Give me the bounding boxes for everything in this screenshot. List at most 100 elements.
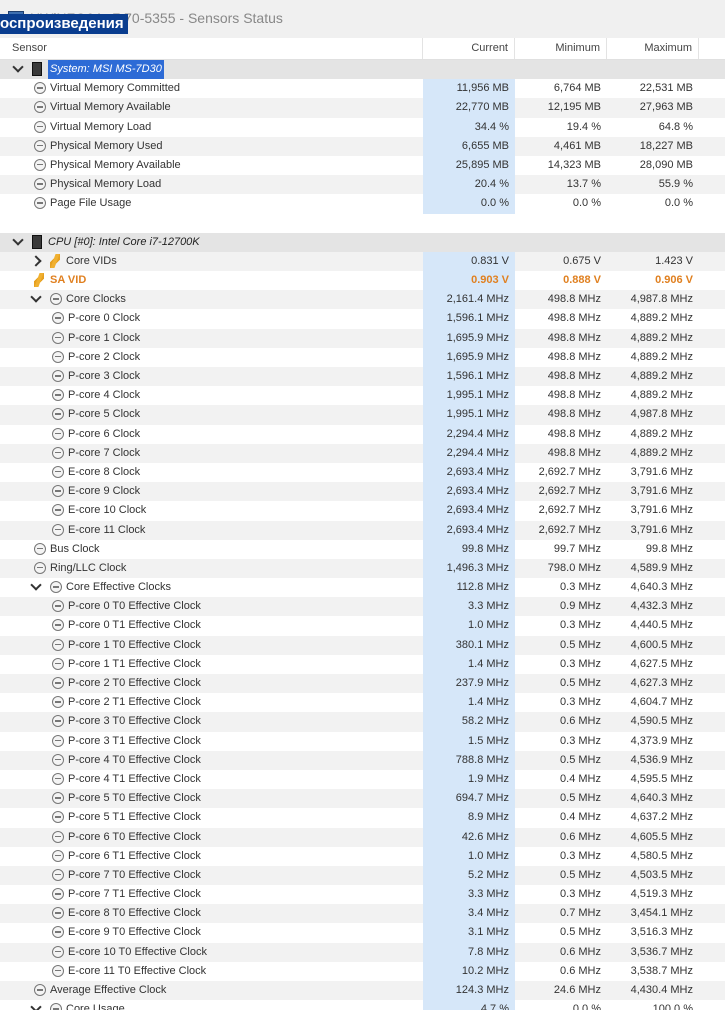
sensor-row[interactable]: E-core 10 Clock 2,693.4 MHz 2,692.7 MHz 3,7… (0, 501, 725, 521)
overlay-caption: оспроизведения (0, 14, 128, 34)
sensor-name-cell: Physical Memory Load (0, 175, 423, 194)
sensor-row[interactable]: Physical Memory Load 20.4 % 13.7 % 55.9 % (0, 175, 725, 195)
sensor-name: P-core 4 T0 Effective Clock (68, 753, 201, 766)
sensor-row[interactable]: P-core 2 T1 Effective Clock 1.4 MHz 0.3 MH… (0, 693, 725, 713)
sensor-row[interactable]: P-core 6 T0 Effective Clock 42.6 MHz 0.6 M… (0, 827, 725, 847)
sensor-row[interactable]: E-core 8 Clock 2,693.4 MHz 2,692.7 MHz 3,79… (0, 462, 725, 483)
sensor-row[interactable]: P-core 2 T0 Effective Clock 237.9 MHz 0.5 … (0, 674, 725, 694)
sensor-name: Average Effective Clock (50, 984, 167, 996)
sensor-name: Virtual Memory Load (50, 120, 152, 133)
sensor-group-row[interactable]: CPU [#0]: Intel Core i7-12700K (0, 232, 725, 252)
sensor-row[interactable]: E-core 10 T0 Effective Clock 7.8 MHz 0.6 M… (0, 942, 725, 962)
maximum-value: 4,889.2 MHz (630, 370, 693, 382)
sensor-row[interactable]: P-core 1 T0 Effective Clock 380.1 MHz 0.5 … (0, 635, 725, 655)
sensor-name: P-core 1 T0 Effective Clock (68, 638, 201, 651)
maximum-value: 4,889.2 MHz (630, 312, 693, 325)
sensor-row[interactable]: P-core 7 Clock 2,294.4 MHz 498.8 MHz 4,889.… (0, 443, 725, 463)
sensor-row[interactable]: P-core 4 Clock 1,995.1 MHz 498.8 MHz 4,889.… (0, 386, 725, 406)
maximum-value: 4,640.3 MHz (630, 581, 693, 594)
minimum-value: 0.7 MHz (560, 907, 601, 920)
sensor-row[interactable]: E-core 11 T0 Effective Clock 10.2 MHz 0.6 … (0, 961, 725, 981)
gauge-icon (52, 446, 64, 459)
sensor-row[interactable]: P-core 7 T1 Effective Clock 3.3 MHz 0.3 MH… (0, 885, 725, 905)
sensor-row[interactable]: Physical Memory Used 6,655 MB 4,461 MB 18,2… (0, 136, 725, 156)
chevron-down-icon[interactable] (12, 61, 24, 73)
sensor-name: P-core 2 Clock (68, 350, 141, 363)
gauge-icon (52, 849, 64, 862)
sensor-row[interactable]: P-core 5 T1 Effective Clock 8.9 MHz 0.4 MH… (0, 808, 725, 828)
sensor-row[interactable]: P-core 6 T1 Effective Clock 1.0 MHz 0.3 MH… (0, 846, 725, 866)
sensor-row[interactable]: P-core 0 T1 Effective Clock 1.0 MHz 0.3 MH… (0, 616, 725, 636)
sensor-row[interactable]: SA VID 0.903 V 0.888 V 0.906 V (0, 271, 725, 291)
sensor-name-cell: Page File Usage (0, 194, 423, 213)
gauge-icon (52, 945, 64, 958)
sensor-row[interactable]: Core VIDs 0.831 V 0.675 V 1.423 V (0, 251, 725, 272)
sensor-name-cell: P-core 1 T1 Effective Clock (0, 655, 423, 674)
chevron-down-icon[interactable] (12, 234, 24, 246)
sensor-row[interactable]: P-core 5 T0 Effective Clock 694.7 MHz 0.5 … (0, 789, 725, 809)
sensor-row[interactable]: E-core 9 T0 Effective Clock 3.1 MHz 0.5 MH… (0, 923, 725, 943)
minimum-value: 498.8 MHz (547, 312, 601, 325)
sensor-row[interactable]: Ring/LLC Clock 1,496.3 MHz 798.0 MHz 4,589.… (0, 558, 725, 579)
chevron-down-icon[interactable] (30, 579, 42, 591)
column-header-minimum[interactable]: Minimum (515, 38, 607, 59)
sensor-row[interactable]: Core Clocks 2,161.4 MHz 498.8 MHz 4,987.8 M… (0, 290, 725, 310)
sensor-row[interactable]: P-core 4 T1 Effective Clock 1.9 MHz 0.4 MH… (0, 769, 725, 790)
sensor-row[interactable]: P-core 5 Clock 1,995.1 MHz 498.8 MHz 4,987.… (0, 405, 725, 425)
chevron-right-icon[interactable] (30, 255, 42, 267)
sensor-row[interactable]: E-core 11 Clock 2,693.4 MHz 2,692.7 MHz 3,7… (0, 520, 725, 540)
sensor-row[interactable]: E-core 9 Clock 2,693.4 MHz 2,692.7 MHz 3,79… (0, 482, 725, 502)
sensor-row[interactable]: P-core 6 Clock 2,294.4 MHz 498.8 MHz 4,889.… (0, 424, 725, 444)
sensor-name: Core Effective Clocks (66, 581, 171, 594)
title-bar[interactable]: HWiNFO64 v7.70-5355 - Sensors Status осп… (0, 0, 725, 39)
minimum-value: 0.6 MHz (560, 964, 601, 977)
column-header-current[interactable]: Current (423, 38, 515, 59)
maximum-value: 4,889.2 MHz (630, 350, 693, 363)
sensor-row[interactable]: Average Effective Clock 124.3 MHz 24.6 MHz… (0, 981, 725, 1001)
maximum-value: 4,605.5 MHz (630, 830, 693, 843)
chevron-down-icon[interactable] (30, 291, 42, 303)
sensor-name-cell: P-core 3 Clock (0, 367, 423, 386)
sensor-row[interactable]: Virtual Memory Available 22,770 MB 12,195 … (0, 98, 725, 118)
sensor-row[interactable]: P-core 3 Clock 1,596.1 MHz 498.8 MHz 4,889.… (0, 367, 725, 387)
sensor-name-cell: P-core 3 T1 Effective Clock (0, 732, 423, 751)
sensor-row[interactable]: P-core 7 T0 Effective Clock 5.2 MHz 0.5 MH… (0, 865, 725, 886)
sensor-name: E-core 10 T0 Effective Clock (68, 945, 207, 958)
sensor-row[interactable]: Virtual Memory Load 34.4 % 19.4 % 64.8 % (0, 117, 725, 137)
chip-icon (32, 234, 42, 249)
sensor-row[interactable]: P-core 3 T0 Effective Clock 58.2 MHz 0.6 M… (0, 712, 725, 732)
sensor-row[interactable]: P-core 3 T1 Effective Clock 1.5 MHz 0.3 MH… (0, 731, 725, 751)
minimum-value: 13.7 % (566, 178, 601, 191)
sensor-row[interactable]: Page File Usage 0.0 % 0.0 % 0.0 % (0, 194, 725, 214)
sensor-row[interactable]: P-core 0 Clock 1,596.1 MHz 498.8 MHz 4,889.… (0, 309, 725, 329)
sensor-row[interactable]: Core Effective Clocks 112.8 MHz 0.3 MHz 4,6… (0, 578, 725, 598)
sensor-name: P-core 7 T0 Effective Clock (68, 868, 201, 881)
minimum-value: 498.8 MHz (547, 350, 601, 363)
gauge-icon (52, 312, 64, 325)
sensor-row[interactable]: P-core 0 T0 Effective Clock 3.3 MHz 0.9 MH… (0, 597, 725, 617)
sensor-row[interactable]: P-core 4 T0 Effective Clock 788.8 MHz 0.5 … (0, 750, 725, 770)
column-header-sensor[interactable]: Sensor (0, 38, 423, 59)
maximum-value: 4,373.9 MHz (630, 734, 693, 747)
sensor-row[interactable]: P-core 1 Clock 1,695.9 MHz 498.8 MHz 4,889.… (0, 328, 725, 348)
sensor-row[interactable]: Virtual Memory Committed 11,956 MB 6,764 M… (0, 79, 725, 99)
sensor-row[interactable]: Bus Clock 99.8 MHz 99.7 MHz 99.8 MHz (0, 539, 725, 559)
sensor-row[interactable]: Core Usage 4.7 % 0.0 % 100.0 % (0, 1000, 725, 1010)
sensor-row[interactable]: Physical Memory Available 25,895 MB 14,323… (0, 155, 725, 176)
sensor-row[interactable]: P-core 1 T1 Effective Clock 1.4 MHz 0.3 MH… (0, 654, 725, 674)
sensor-name: P-core 4 T1 Effective Clock (68, 772, 201, 785)
sensor-name: Physical Memory Load (50, 178, 162, 191)
column-header-maximum[interactable]: Maximum (607, 38, 699, 59)
sensor-name-cell: CPU [#0]: Intel Core i7-12700K (0, 233, 423, 252)
sensor-row[interactable]: P-core 2 Clock 1,695.9 MHz 498.8 MHz 4,889.… (0, 347, 725, 367)
minimum-value: 2,692.7 MHz (538, 523, 601, 536)
maximum-value: 4,536.9 MHz (630, 753, 693, 766)
gauge-icon (34, 158, 46, 171)
sensor-row[interactable]: E-core 8 T0 Effective Clock 3.4 MHz 0.7 MH… (0, 904, 725, 924)
minimum-value: 498.8 MHz (547, 331, 601, 344)
maximum-value: 3,454.1 MHz (630, 907, 693, 920)
sensor-name: E-core 8 T0 Effective Clock (68, 907, 201, 920)
chevron-down-icon[interactable] (30, 1001, 42, 1010)
maximum-value: 4,432.3 MHz (630, 600, 693, 613)
sensor-group-row[interactable]: System: MSI MS-7D30 (0, 60, 725, 80)
